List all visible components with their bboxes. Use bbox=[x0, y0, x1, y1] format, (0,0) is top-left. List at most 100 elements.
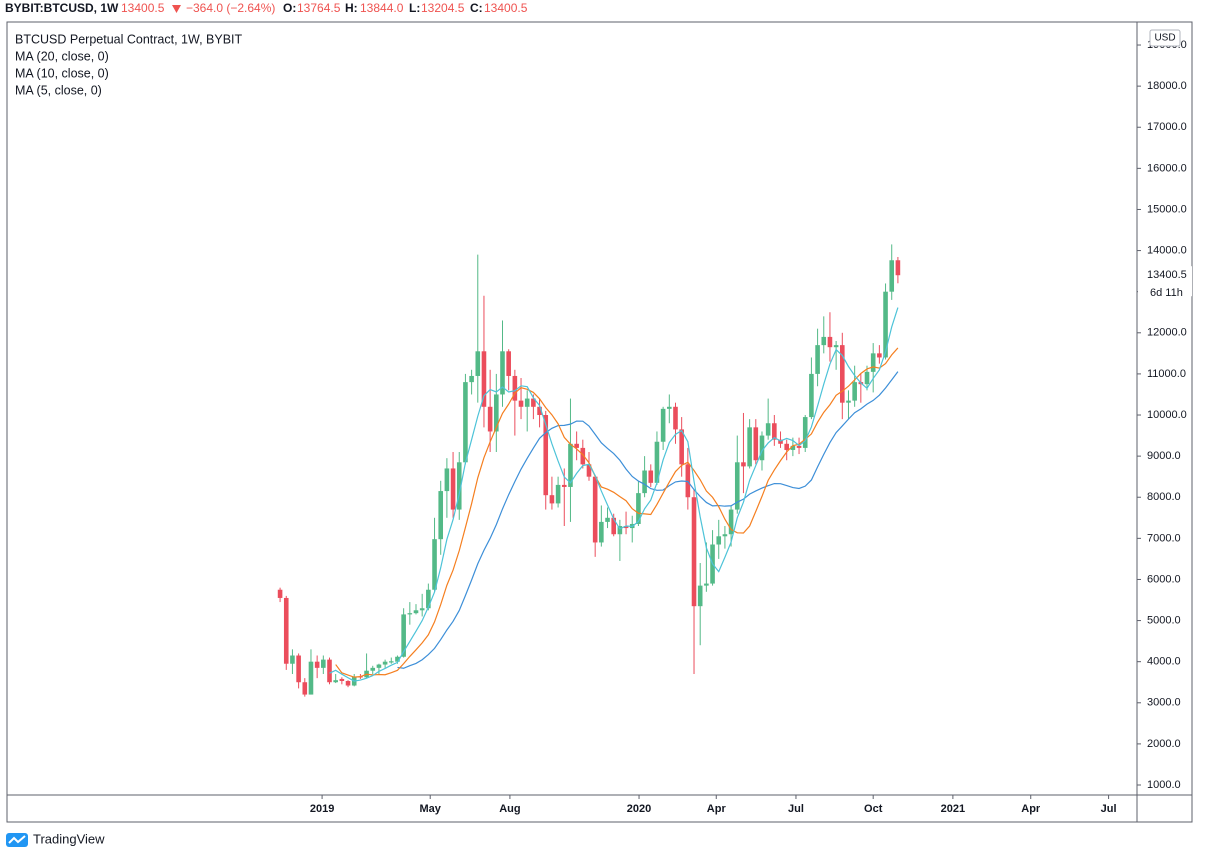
candle-body bbox=[419, 608, 425, 611]
x-tick-label: Oct bbox=[864, 803, 883, 815]
y-tick-label: 12000.0 bbox=[1147, 327, 1187, 339]
candle-body bbox=[487, 406, 493, 432]
candle-body bbox=[691, 497, 697, 607]
y-tick-label: 3000.0 bbox=[1147, 697, 1181, 709]
legend-entry: MA (20, close, 0) bbox=[15, 49, 109, 63]
candle-body bbox=[685, 464, 691, 498]
candle-body bbox=[796, 445, 802, 448]
candle-body bbox=[450, 468, 456, 510]
x-tick-label: Apr bbox=[1021, 803, 1041, 815]
candle-body bbox=[605, 517, 610, 522]
currency-badge bbox=[1149, 29, 1181, 47]
candle-body bbox=[506, 351, 511, 376]
candle-body bbox=[809, 373, 814, 418]
candle-body bbox=[648, 470, 654, 483]
candle-body bbox=[388, 661, 394, 663]
candle-body bbox=[561, 484, 567, 487]
candle-body bbox=[833, 345, 839, 348]
y-tick-label: 2000.0 bbox=[1147, 738, 1181, 750]
candle-body bbox=[475, 351, 481, 376]
candle-body bbox=[574, 443, 579, 448]
candle-body bbox=[728, 509, 734, 535]
candle-body bbox=[673, 406, 678, 430]
candle-body bbox=[308, 661, 314, 695]
candle-body bbox=[772, 423, 777, 440]
candle-body bbox=[611, 517, 617, 535]
candle-body bbox=[753, 427, 759, 461]
plot-area bbox=[277, 244, 901, 697]
candle-body bbox=[568, 443, 573, 487]
ma-line bbox=[329, 307, 899, 682]
x-tick-label: Apr bbox=[707, 803, 727, 815]
y-tick-label: 8000.0 bbox=[1147, 491, 1181, 503]
y-tick-label: 4000.0 bbox=[1147, 656, 1181, 668]
candle-body bbox=[716, 536, 722, 545]
last-price-tag bbox=[1138, 266, 1192, 297]
candle-body bbox=[407, 613, 413, 615]
candle-body bbox=[895, 260, 901, 276]
candle-body bbox=[531, 398, 536, 407]
brand[interactable]: TradingView bbox=[33, 831, 105, 846]
y-tick-label: 5000.0 bbox=[1147, 614, 1181, 626]
y-tick-label: 17000.0 bbox=[1147, 121, 1187, 133]
candle-body bbox=[290, 655, 295, 664]
candle-body bbox=[438, 491, 444, 540]
y-tick-label: 11000.0 bbox=[1147, 368, 1186, 380]
legend-entry: MA (10, close, 0) bbox=[15, 66, 109, 80]
candle-body bbox=[444, 468, 450, 492]
chart-title: BTCUSD Perpetual Contract, 1W, BYBIT bbox=[15, 32, 243, 46]
candle-body bbox=[339, 678, 345, 682]
x-tick-label: Jul bbox=[788, 803, 804, 815]
candle-body bbox=[852, 382, 857, 401]
bar-countdown: 6d 11h bbox=[1150, 287, 1183, 299]
candle-body bbox=[456, 462, 462, 510]
candle-body bbox=[401, 614, 406, 657]
symbol[interactable]: BYBIT:BTCUSD, 1W bbox=[5, 1, 119, 15]
candle-body bbox=[734, 462, 740, 510]
candle-body bbox=[345, 681, 351, 686]
candle-body bbox=[296, 655, 301, 683]
candle-body bbox=[765, 423, 771, 436]
footer-logo: TradingView bbox=[6, 831, 105, 847]
y-tick-label: 9000.0 bbox=[1147, 450, 1181, 462]
candle-body bbox=[555, 484, 561, 504]
candle-body bbox=[463, 382, 468, 463]
candle-body bbox=[549, 495, 555, 504]
candle-body bbox=[524, 398, 530, 407]
candle-body bbox=[864, 371, 870, 385]
ohlc-label: C: bbox=[470, 1, 483, 15]
candle-body bbox=[599, 521, 604, 543]
chart-frame bbox=[6, 21, 1193, 823]
candle-body bbox=[636, 493, 641, 524]
candle-body bbox=[846, 400, 851, 403]
candle-body bbox=[302, 682, 308, 695]
candle-body bbox=[623, 526, 629, 529]
candle-body bbox=[382, 661, 388, 665]
candle-body bbox=[370, 667, 376, 671]
x-tick-label: 2019 bbox=[310, 803, 334, 815]
candle-body bbox=[537, 406, 542, 416]
y-tick-label: 18000.0 bbox=[1147, 80, 1187, 92]
candle-body bbox=[469, 375, 474, 383]
candle-body bbox=[327, 659, 332, 683]
ma-line bbox=[335, 347, 899, 678]
ohlc-label: L: bbox=[409, 1, 420, 15]
candle-body bbox=[877, 353, 882, 358]
candle-body bbox=[667, 406, 672, 409]
candle-body bbox=[413, 610, 419, 614]
x-tick-label: 2020 bbox=[627, 803, 651, 815]
y-tick-label: 10000.0 bbox=[1147, 409, 1187, 421]
y-tick-label: 6000.0 bbox=[1147, 573, 1181, 585]
ohlc-label: O: bbox=[283, 1, 296, 15]
candle-body bbox=[697, 585, 703, 607]
y-tick-label: 14000.0 bbox=[1147, 244, 1187, 256]
candle-body bbox=[426, 589, 431, 609]
candle-body bbox=[839, 345, 845, 403]
candle-body bbox=[580, 447, 586, 465]
last-price: 13400.5 bbox=[121, 1, 165, 15]
candle-body bbox=[314, 661, 320, 668]
x-tick-label: 2021 bbox=[941, 803, 965, 815]
candle-body bbox=[500, 351, 505, 395]
candle-body bbox=[395, 656, 400, 662]
candle-body bbox=[654, 441, 660, 483]
